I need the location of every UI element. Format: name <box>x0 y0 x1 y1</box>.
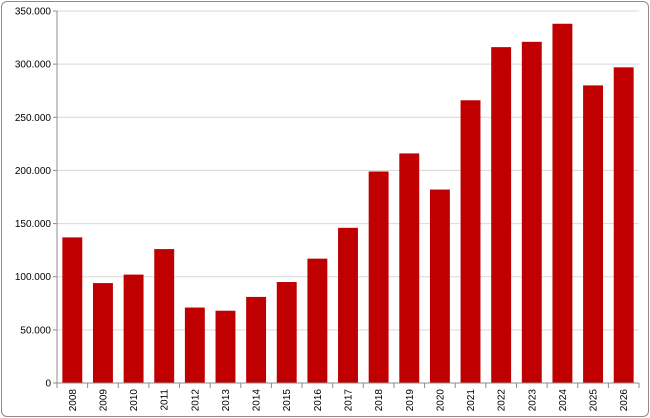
x-tick-label: 2008 <box>68 389 79 412</box>
x-tick-label: 2012 <box>190 389 201 412</box>
bar <box>521 41 542 384</box>
bar <box>338 227 358 383</box>
axes <box>53 10 640 388</box>
bar <box>613 67 634 384</box>
y-tick-label: 0 <box>45 379 51 390</box>
x-tick-label: 2025 <box>589 389 600 412</box>
gridlines <box>57 10 639 331</box>
x-tick-label: 2021 <box>466 389 477 412</box>
x-tick-label: 2019 <box>405 389 416 412</box>
x-tick-label: 2013 <box>221 389 232 412</box>
bar <box>215 310 236 383</box>
x-tick-label: 2016 <box>313 389 324 412</box>
x-tick-label: 2018 <box>374 389 385 412</box>
y-tick-label: 350.000 <box>15 7 52 18</box>
bar <box>429 189 450 383</box>
bar <box>368 171 389 383</box>
y-tick-label: 100.000 <box>15 272 52 283</box>
x-tick-label: 2024 <box>558 389 569 412</box>
y-tick-label: 250.000 <box>15 113 52 124</box>
x-tick-label: 2011 <box>160 389 171 411</box>
bar <box>123 274 144 383</box>
bar <box>307 258 328 383</box>
x-tick-label: 2009 <box>98 389 109 412</box>
bar <box>460 100 481 383</box>
x-tick-label: 2023 <box>527 389 538 412</box>
x-tick-label: 2010 <box>129 389 140 412</box>
x-tick-label: 2014 <box>252 389 263 412</box>
y-tick-labels: 0 50.000 100.000 150.000 200.000 250.000 300.0… <box>15 7 52 390</box>
bar <box>154 249 175 383</box>
bar <box>491 47 512 383</box>
bars <box>62 23 634 384</box>
x-tick-label: 2026 <box>619 389 630 412</box>
bar <box>276 282 297 383</box>
y-tick-label: 50.000 <box>20 325 51 336</box>
x-tick-label: 2015 <box>282 389 293 412</box>
x-tick-label: 2020 <box>435 389 446 412</box>
y-tick-label: 150.000 <box>15 219 52 230</box>
x-tick-label: 2017 <box>344 389 355 412</box>
x-tick-labels: 2008 2009 2010 2011 2012 2013 2014 2015 2016 2017… <box>68 389 630 412</box>
bar <box>246 296 267 383</box>
bar <box>92 283 113 383</box>
bar <box>184 307 205 383</box>
bar <box>399 153 420 383</box>
bar <box>552 23 573 384</box>
bar <box>583 85 604 384</box>
bar <box>62 237 83 383</box>
x-tick-label: 2022 <box>497 389 508 412</box>
y-tick-label: 300.000 <box>15 60 52 71</box>
y-tick-label: 200.000 <box>15 166 52 177</box>
